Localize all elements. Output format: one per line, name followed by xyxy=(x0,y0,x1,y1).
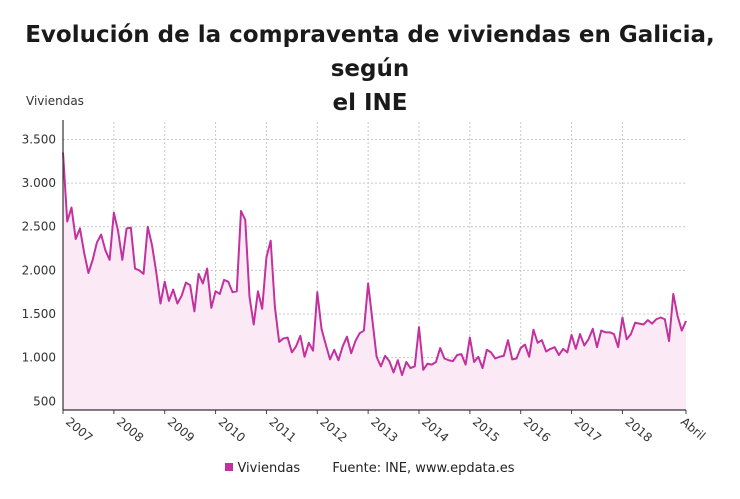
x-tick-label: 2010 xyxy=(216,415,248,445)
x-tick-label: 2013 xyxy=(368,415,400,445)
legend: Viviendas Fuente: INE, www.epdata.es xyxy=(0,461,740,476)
chart-title-line-2: el INE xyxy=(332,90,408,116)
y-tick-label: 2.500 xyxy=(22,220,56,234)
x-tick-labels: 2007 2008 2009 2010 2011 2012 2013 2014 2015 2016… xyxy=(63,415,708,445)
y-tick-label: 500 xyxy=(33,394,56,408)
legend-label: Viviendas xyxy=(237,461,301,476)
x-tick-label: 2011 xyxy=(267,415,299,445)
chart-title: Evolución de la compraventa de viviendas… xyxy=(0,18,740,120)
y-tick-labels: 500 1.000 1.500 2.000 2.500 3.000 3.500 xyxy=(22,132,56,408)
chart-title-line-1: Evolución de la compraventa de viviendas… xyxy=(25,22,715,82)
x-tick-label: 2007 xyxy=(63,415,95,445)
series-area-viviendas xyxy=(63,152,686,411)
x-tick-label: 2017 xyxy=(572,415,604,445)
y-tick-label: 1.000 xyxy=(22,351,56,365)
legend-swatch-icon xyxy=(225,463,234,471)
source-text: Fuente: INE, www.epdata.es xyxy=(332,461,515,476)
y-axis-label: Viviendas xyxy=(26,94,84,108)
x-tick-label: 2016 xyxy=(521,415,553,445)
y-tick-label: 3.500 xyxy=(22,132,56,146)
series-line-viviendas xyxy=(62,152,687,377)
axes xyxy=(62,120,686,411)
y-tick-label: 1.500 xyxy=(22,307,56,321)
x-tick-label: 2012 xyxy=(317,415,349,445)
x-tick-label: 2009 xyxy=(165,415,197,445)
x-tick-label: 2018 xyxy=(623,415,655,445)
legend-item-viviendas[interactable]: Viviendas xyxy=(225,461,304,476)
x-tick-label: 2014 xyxy=(419,415,451,445)
x-tick-label: 2008 xyxy=(114,415,146,445)
y-tick-label: 3.000 xyxy=(22,176,56,190)
x-tick-label: Abril xyxy=(678,415,708,443)
y-tick-label: 2.000 xyxy=(22,263,56,277)
x-tick-label: 2015 xyxy=(470,415,502,445)
